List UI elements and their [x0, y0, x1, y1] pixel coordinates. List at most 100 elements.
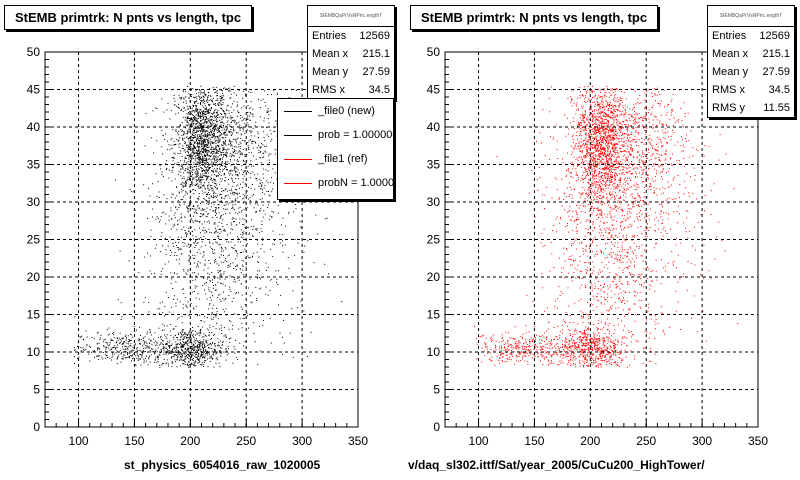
scatter-point — [210, 318, 212, 320]
scatter-point — [219, 256, 221, 258]
scatter-point — [201, 154, 203, 156]
scatter-point — [606, 142, 608, 143]
scatter-point — [265, 286, 267, 288]
scatter-point — [251, 130, 253, 132]
scatter-point — [124, 341, 126, 343]
scatter-point — [601, 101, 603, 103]
scatter-point — [602, 122, 604, 124]
scatter-point — [642, 150, 644, 152]
scatter-point — [195, 146, 197, 148]
scatter-point — [591, 135, 593, 137]
scatter-point — [196, 149, 198, 151]
scatter-point — [211, 127, 213, 129]
scatter-point — [590, 106, 592, 108]
scatter-point — [272, 168, 274, 170]
scatter-point — [195, 90, 197, 92]
scatter-point — [580, 123, 582, 125]
scatter-point — [173, 214, 175, 216]
scatter-point — [196, 161, 198, 163]
scatter-point — [175, 186, 177, 188]
scatter-point — [199, 358, 201, 360]
scatter-point — [618, 125, 619, 127]
scatter-point — [324, 218, 326, 220]
scatter-point — [231, 246, 233, 248]
scatter-point — [187, 334, 189, 336]
scatter-point — [216, 161, 218, 162]
scatter-point — [263, 210, 265, 212]
scatter-point — [192, 132, 194, 134]
scatter-point — [115, 348, 117, 350]
scatter-point — [192, 157, 194, 159]
scatter-point — [255, 121, 257, 123]
scatter-point — [209, 156, 211, 158]
scatter-point — [155, 173, 157, 175]
scatter-point — [186, 162, 188, 164]
scatter-point — [254, 203, 256, 205]
scatter-point — [596, 149, 598, 151]
scatter-point — [209, 222, 210, 224]
scatter-point — [208, 228, 210, 230]
scatter-point — [205, 215, 207, 217]
scatter-point — [262, 98, 264, 100]
scatter-point — [168, 219, 170, 221]
scatter-point — [186, 86, 188, 87]
scatter-point — [196, 356, 198, 358]
scatter-point — [219, 140, 221, 142]
scatter-point — [207, 169, 209, 171]
scatter-point — [257, 98, 259, 100]
scatter-point — [206, 221, 208, 223]
scatter-point — [181, 357, 183, 359]
scatter-point — [603, 106, 605, 108]
scatter-point — [187, 124, 189, 126]
scatter-point — [176, 337, 178, 339]
scatter-point — [181, 349, 183, 351]
scatter-point — [207, 146, 209, 148]
scatter-point — [217, 281, 219, 283]
scatter-point — [189, 129, 191, 130]
scatter-point — [139, 359, 141, 360]
scatter-point — [228, 348, 230, 350]
scatter-point — [191, 149, 193, 151]
scatter-point — [198, 187, 200, 189]
scatter-point — [218, 159, 220, 161]
scatter-point — [238, 143, 240, 145]
scatter-point — [190, 125, 192, 127]
scatter-point — [196, 123, 198, 124]
scatter-point — [196, 340, 198, 341]
scatter-point — [577, 124, 579, 125]
scatter-point — [190, 136, 192, 138]
scatter-point — [194, 137, 196, 138]
scatter-point — [204, 145, 206, 147]
scatter-point — [196, 183, 198, 185]
scatter-point — [596, 132, 598, 134]
scatter-point — [200, 153, 202, 155]
scatter-point — [202, 110, 204, 112]
scatter-point — [199, 109, 201, 111]
scatter-point — [222, 157, 224, 159]
scatter-point — [204, 360, 206, 362]
scatter-point — [240, 134, 242, 136]
scatter-point — [208, 110, 209, 112]
scatter-point — [198, 163, 200, 165]
scatter-point — [149, 330, 151, 332]
scatter-point — [195, 118, 197, 120]
scatter-point — [227, 352, 229, 354]
scatter-point — [204, 283, 206, 285]
scatter-point — [225, 297, 227, 299]
scatter-point — [182, 189, 184, 191]
scatter-point — [117, 357, 119, 358]
scatter-point — [192, 129, 194, 131]
scatter-point — [233, 101, 235, 102]
scatter-point — [628, 140, 630, 142]
scatter-point — [132, 349, 134, 351]
scatter-point — [186, 180, 188, 182]
scatter-point — [121, 351, 123, 353]
scatter-point — [173, 298, 174, 300]
scatter-point — [209, 118, 211, 120]
scatter-point — [154, 352, 156, 354]
scatter-point — [89, 360, 91, 362]
scatter-point — [228, 163, 230, 165]
scatter-point — [211, 116, 213, 118]
scatter-point — [150, 340, 151, 342]
scatter-point — [227, 87, 229, 89]
